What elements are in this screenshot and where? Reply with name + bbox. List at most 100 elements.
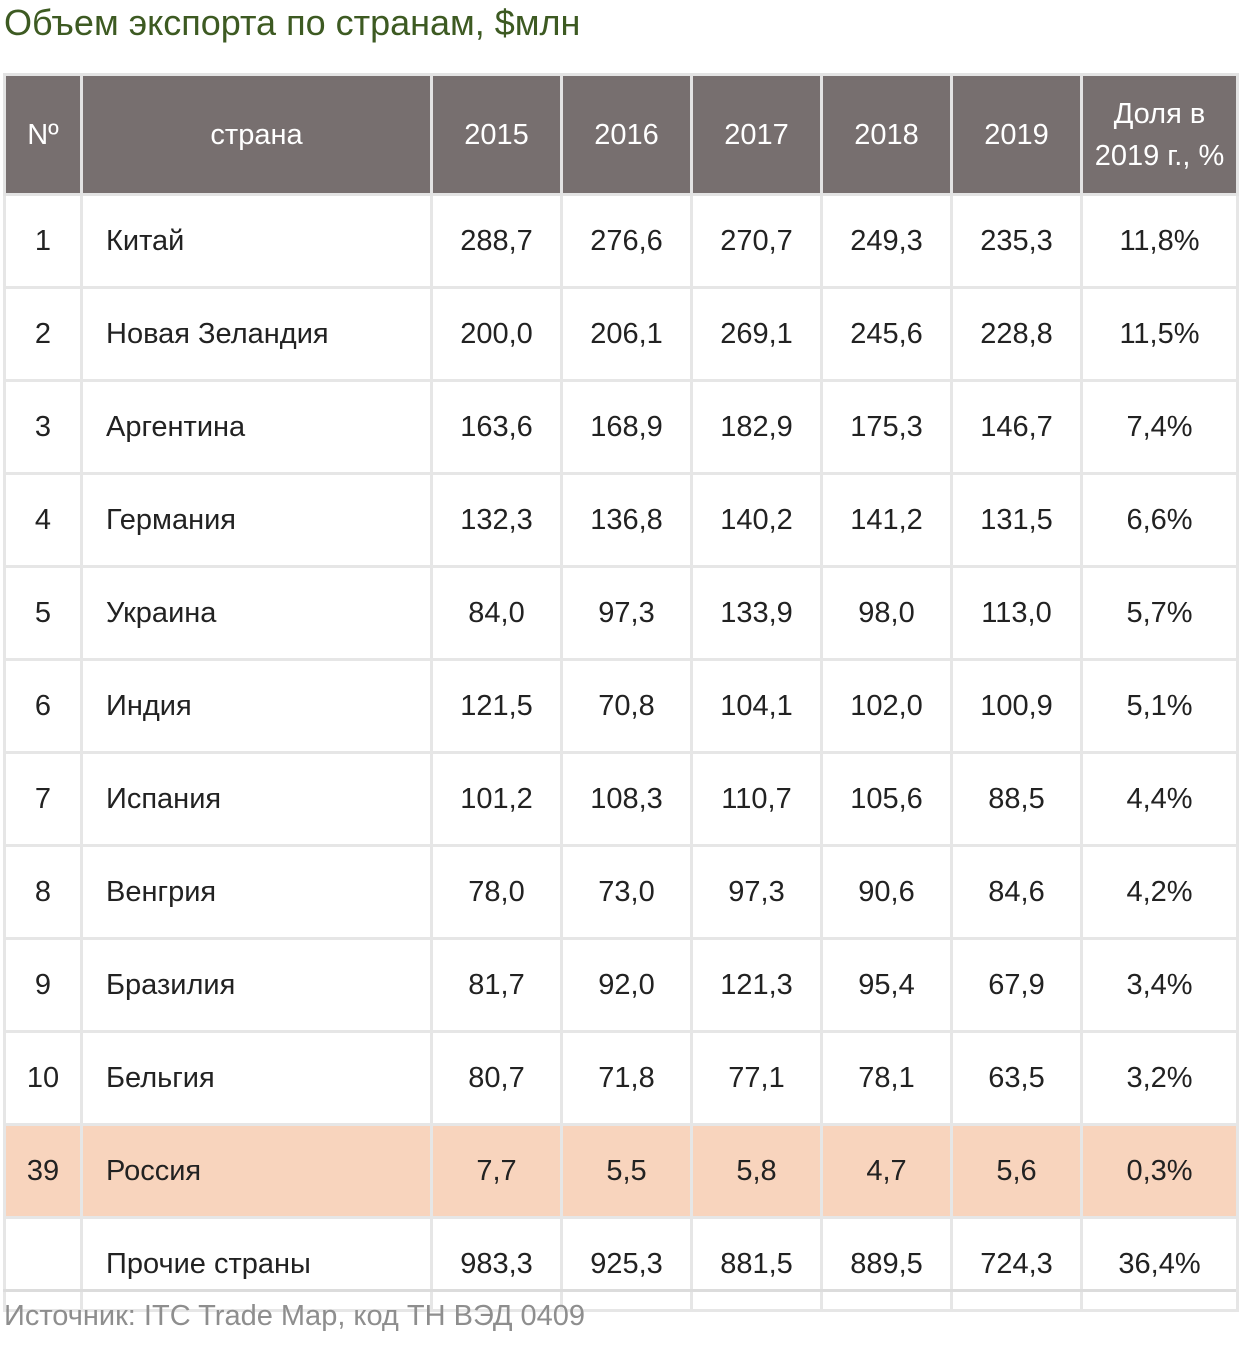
- rank-cell: [3, 1216, 83, 1312]
- value-cell: 163,6: [430, 379, 563, 475]
- value-cell: 63,5: [950, 1030, 1083, 1126]
- value-cell: 92,0: [560, 937, 693, 1033]
- value-cell: 77,1: [690, 1030, 823, 1126]
- column-header: Доля в 2019 г., %: [1080, 73, 1239, 196]
- value-cell: 4,7: [820, 1123, 953, 1219]
- value-cell: 276,6: [560, 193, 693, 289]
- share-cell: 11,5%: [1080, 286, 1239, 382]
- value-cell: 81,7: [430, 937, 563, 1033]
- value-cell: 78,0: [430, 844, 563, 940]
- share-cell: 4,2%: [1080, 844, 1239, 940]
- table-row: 2 Новая Зеландия 200,0 206,1 269,1 245,6 228,8…: [3, 286, 1239, 382]
- rank-cell: 8: [3, 844, 83, 940]
- rank-cell: 6: [3, 658, 83, 754]
- column-header: Nº: [3, 73, 83, 196]
- value-cell: 90,6: [820, 844, 953, 940]
- page-title: Объем экспорта по странам, $млн: [4, 2, 581, 43]
- table-row: 7 Испания 101,2 108,3 110,7 105,6 88,5 4,4%: [3, 751, 1239, 847]
- country-cell: Прочие страны: [80, 1216, 433, 1312]
- value-cell: 101,2: [430, 751, 563, 847]
- value-cell: 7,7: [430, 1123, 563, 1219]
- value-cell: 881,5: [690, 1216, 823, 1312]
- table-row: 5 Украина 84,0 97,3 133,9 98,0 113,0 5,7%: [3, 565, 1239, 661]
- table-row: 6 Индия 121,5 70,8 104,1 102,0 100,9 5,1%: [3, 658, 1239, 754]
- value-cell: 249,3: [820, 193, 953, 289]
- country-cell: Аргентина: [80, 379, 433, 475]
- table-row: 9 Бразилия 81,7 92,0 121,3 95,4 67,9 3,4%: [3, 937, 1239, 1033]
- share-cell: 36,4%: [1080, 1216, 1239, 1312]
- value-cell: 78,1: [820, 1030, 953, 1126]
- value-cell: 925,3: [560, 1216, 693, 1312]
- value-cell: 136,8: [560, 472, 693, 568]
- rank-cell: 5: [3, 565, 83, 661]
- share-cell: 3,2%: [1080, 1030, 1239, 1126]
- value-cell: 245,6: [820, 286, 953, 382]
- value-cell: 97,3: [560, 565, 693, 661]
- value-cell: 146,7: [950, 379, 1083, 475]
- value-cell: 724,3: [950, 1216, 1083, 1312]
- country-cell: Россия: [80, 1123, 433, 1219]
- value-cell: 132,3: [430, 472, 563, 568]
- value-cell: 100,9: [950, 658, 1083, 754]
- value-cell: 80,7: [430, 1030, 563, 1126]
- value-cell: 140,2: [690, 472, 823, 568]
- value-cell: 131,5: [950, 472, 1083, 568]
- share-cell: 5,1%: [1080, 658, 1239, 754]
- value-cell: 73,0: [560, 844, 693, 940]
- country-cell: Германия: [80, 472, 433, 568]
- rank-cell: 10: [3, 1030, 83, 1126]
- column-header: 2016: [560, 73, 693, 196]
- share-cell: 11,8%: [1080, 193, 1239, 289]
- value-cell: 105,6: [820, 751, 953, 847]
- table-row: 10 Бельгия 80,7 71,8 77,1 78,1 63,5 3,2%: [3, 1030, 1239, 1126]
- value-cell: 88,5: [950, 751, 1083, 847]
- rank-cell: 3: [3, 379, 83, 475]
- share-cell: 7,4%: [1080, 379, 1239, 475]
- country-cell: Китай: [80, 193, 433, 289]
- table-header-row: Nº страна 2015 2016 2017 2018 2019 Доля в 2019 …: [3, 73, 1239, 196]
- value-cell: 84,0: [430, 565, 563, 661]
- country-cell: Бразилия: [80, 937, 433, 1033]
- value-cell: 102,0: [820, 658, 953, 754]
- value-cell: 200,0: [430, 286, 563, 382]
- value-cell: 121,5: [430, 658, 563, 754]
- value-cell: 5,5: [560, 1123, 693, 1219]
- value-cell: 168,9: [560, 379, 693, 475]
- table-row: 4 Германия 132,3 136,8 140,2 141,2 131,5 6,6%: [3, 472, 1239, 568]
- value-cell: 182,9: [690, 379, 823, 475]
- value-cell: 70,8: [560, 658, 693, 754]
- table-row: 3 Аргентина 163,6 168,9 182,9 175,3 146,7 7,4%: [3, 379, 1239, 475]
- value-cell: 104,1: [690, 658, 823, 754]
- value-cell: 206,1: [560, 286, 693, 382]
- export-table: Nº страна 2015 2016 2017 2018 2019 Доля в 2019 …: [3, 73, 1239, 1312]
- value-cell: 235,3: [950, 193, 1083, 289]
- value-cell: 5,6: [950, 1123, 1083, 1219]
- value-cell: 121,3: [690, 937, 823, 1033]
- share-cell: 3,4%: [1080, 937, 1239, 1033]
- column-header: 2018: [820, 73, 953, 196]
- rank-cell: 9: [3, 937, 83, 1033]
- table-row: 8 Венгрия 78,0 73,0 97,3 90,6 84,6 4,2%: [3, 844, 1239, 940]
- value-cell: 133,9: [690, 565, 823, 661]
- column-header: 2019: [950, 73, 1083, 196]
- country-cell: Новая Зеландия: [80, 286, 433, 382]
- value-cell: 71,8: [560, 1030, 693, 1126]
- value-cell: 95,4: [820, 937, 953, 1033]
- value-cell: 113,0: [950, 565, 1083, 661]
- column-header: 2015: [430, 73, 563, 196]
- value-cell: 889,5: [820, 1216, 953, 1312]
- divider: [3, 1289, 1236, 1292]
- value-cell: 269,1: [690, 286, 823, 382]
- value-cell: 67,9: [950, 937, 1083, 1033]
- rank-cell: 39: [3, 1123, 83, 1219]
- value-cell: 228,8: [950, 286, 1083, 382]
- share-cell: 6,6%: [1080, 472, 1239, 568]
- value-cell: 270,7: [690, 193, 823, 289]
- value-cell: 175,3: [820, 379, 953, 475]
- column-header: 2017: [690, 73, 823, 196]
- value-cell: 98,0: [820, 565, 953, 661]
- country-cell: Венгрия: [80, 844, 433, 940]
- share-cell: 4,4%: [1080, 751, 1239, 847]
- value-cell: 5,8: [690, 1123, 823, 1219]
- rank-cell: 2: [3, 286, 83, 382]
